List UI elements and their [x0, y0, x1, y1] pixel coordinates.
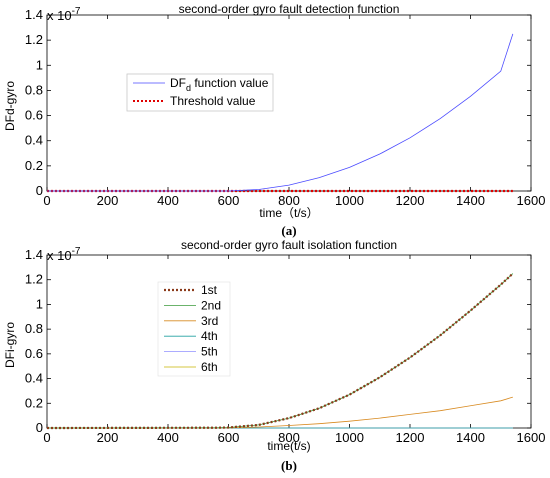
chart-a-ytick-label: 0.8 [25, 82, 43, 97]
chart-b-xtick-label: 1400 [456, 430, 485, 445]
chart-a-ytick-label: 0.4 [25, 133, 43, 148]
chart-b-series-2nd [46, 273, 514, 429]
chart-b-xtick-label: 400 [157, 430, 179, 445]
legend-a-label-2: Threshold value [170, 94, 256, 108]
chart-a-xtick-label: 600 [218, 193, 240, 208]
chart-a-xtick-label: 1600 [517, 193, 546, 208]
chart-a-xtick-label: 800 [278, 193, 300, 208]
chart-a-ytick-label: 1.2 [25, 32, 43, 47]
chart-a-ytick-label: 0 [36, 183, 43, 198]
chart-b-exponent-power: -7 [72, 246, 81, 257]
chart-a-ytick-label: 0.6 [25, 108, 43, 123]
legend-a-label-1: DFd function value [170, 76, 269, 93]
chart-b-xlabel: time(t/s) [267, 439, 310, 453]
chart-b-ytick-label: 0 [36, 420, 43, 435]
chart-a-legend: DFd function value Threshold value [126, 73, 274, 112]
chart-b-series-1st [46, 272, 514, 430]
legend-b-label-1st: 1st [201, 283, 218, 297]
chart-a-exponent-power: -7 [72, 6, 81, 17]
legend-b-label-2nd: 2nd [201, 298, 221, 312]
chart-b-xtick-label: 1200 [396, 430, 425, 445]
chart-a-exponent: x 10-7 [47, 6, 81, 23]
chart-b-ytick-label: 1.2 [25, 272, 43, 287]
chart-a-series-dfd-function-value [47, 33, 514, 192]
chart-b-exponent: x 10-7 [47, 246, 81, 263]
chart-a-ylabel: DFd-gyro [3, 81, 17, 131]
chart-a-ytick-label: 1.4 [25, 7, 43, 22]
legend-b-label-5th: 5th [201, 345, 218, 359]
chart-b-ytick-label: 0.2 [25, 395, 43, 410]
chart-a-xtick-label: 1200 [396, 193, 425, 208]
legend-b-label-3rd: 3rd [201, 314, 218, 328]
chart-b-xtick-label: 600 [218, 430, 240, 445]
chart-b-ylabel: DFi-gyro [3, 322, 17, 368]
chart-b-series-3rd [46, 396, 513, 429]
chart-b-ytick-label: 0.8 [25, 321, 43, 336]
chart-a: second-order gyro fault detection functi… [3, 2, 545, 238]
chart-b-xtick-label: 1000 [335, 430, 364, 445]
chart-b-title: second-order gyro fault isolation functi… [181, 238, 397, 252]
chart-b-xtick-label: 800 [278, 430, 300, 445]
chart-a-title: second-order gyro fault detection functi… [179, 2, 400, 16]
chart-b-ytick-label: 0.4 [25, 371, 43, 386]
chart-a-xtick-label: 0 [43, 193, 50, 208]
chart-b-ytick-label: 1 [36, 296, 43, 311]
chart-b-ytick-label: 0.6 [25, 346, 43, 361]
chart-a-xtick-label: 200 [97, 193, 119, 208]
chart-a-xtick-label: 1400 [456, 193, 485, 208]
chart-b-ytick-label: 1.4 [25, 247, 43, 262]
legend-b-label-4th: 4th [201, 329, 218, 343]
chart-a-axes-frame [46, 14, 532, 192]
legend-b-label-6th: 6th [201, 360, 218, 374]
chart-b-caption: (b) [281, 458, 297, 473]
chart-a-xlabel: time（t/s） [259, 206, 318, 220]
chart-b-axes-frame [46, 254, 532, 429]
chart-b-xtick-label: 1600 [517, 430, 546, 445]
chart-b-xtick-label: 200 [97, 430, 119, 445]
legend-a-sub: d [186, 83, 191, 93]
chart-a-xtick-label: 1000 [335, 193, 364, 208]
chart-b-legend-box [157, 281, 231, 377]
chart-a-xtick-label: 400 [157, 193, 179, 208]
chart-b-xtick-label: 0 [43, 430, 50, 445]
chart-a-ytick-label: 1 [36, 57, 43, 72]
chart-b: second-order gyro fault isolation functi… [3, 238, 545, 473]
chart-a-ytick-label: 0.2 [25, 158, 43, 173]
chart-a-caption: (a) [281, 223, 296, 238]
